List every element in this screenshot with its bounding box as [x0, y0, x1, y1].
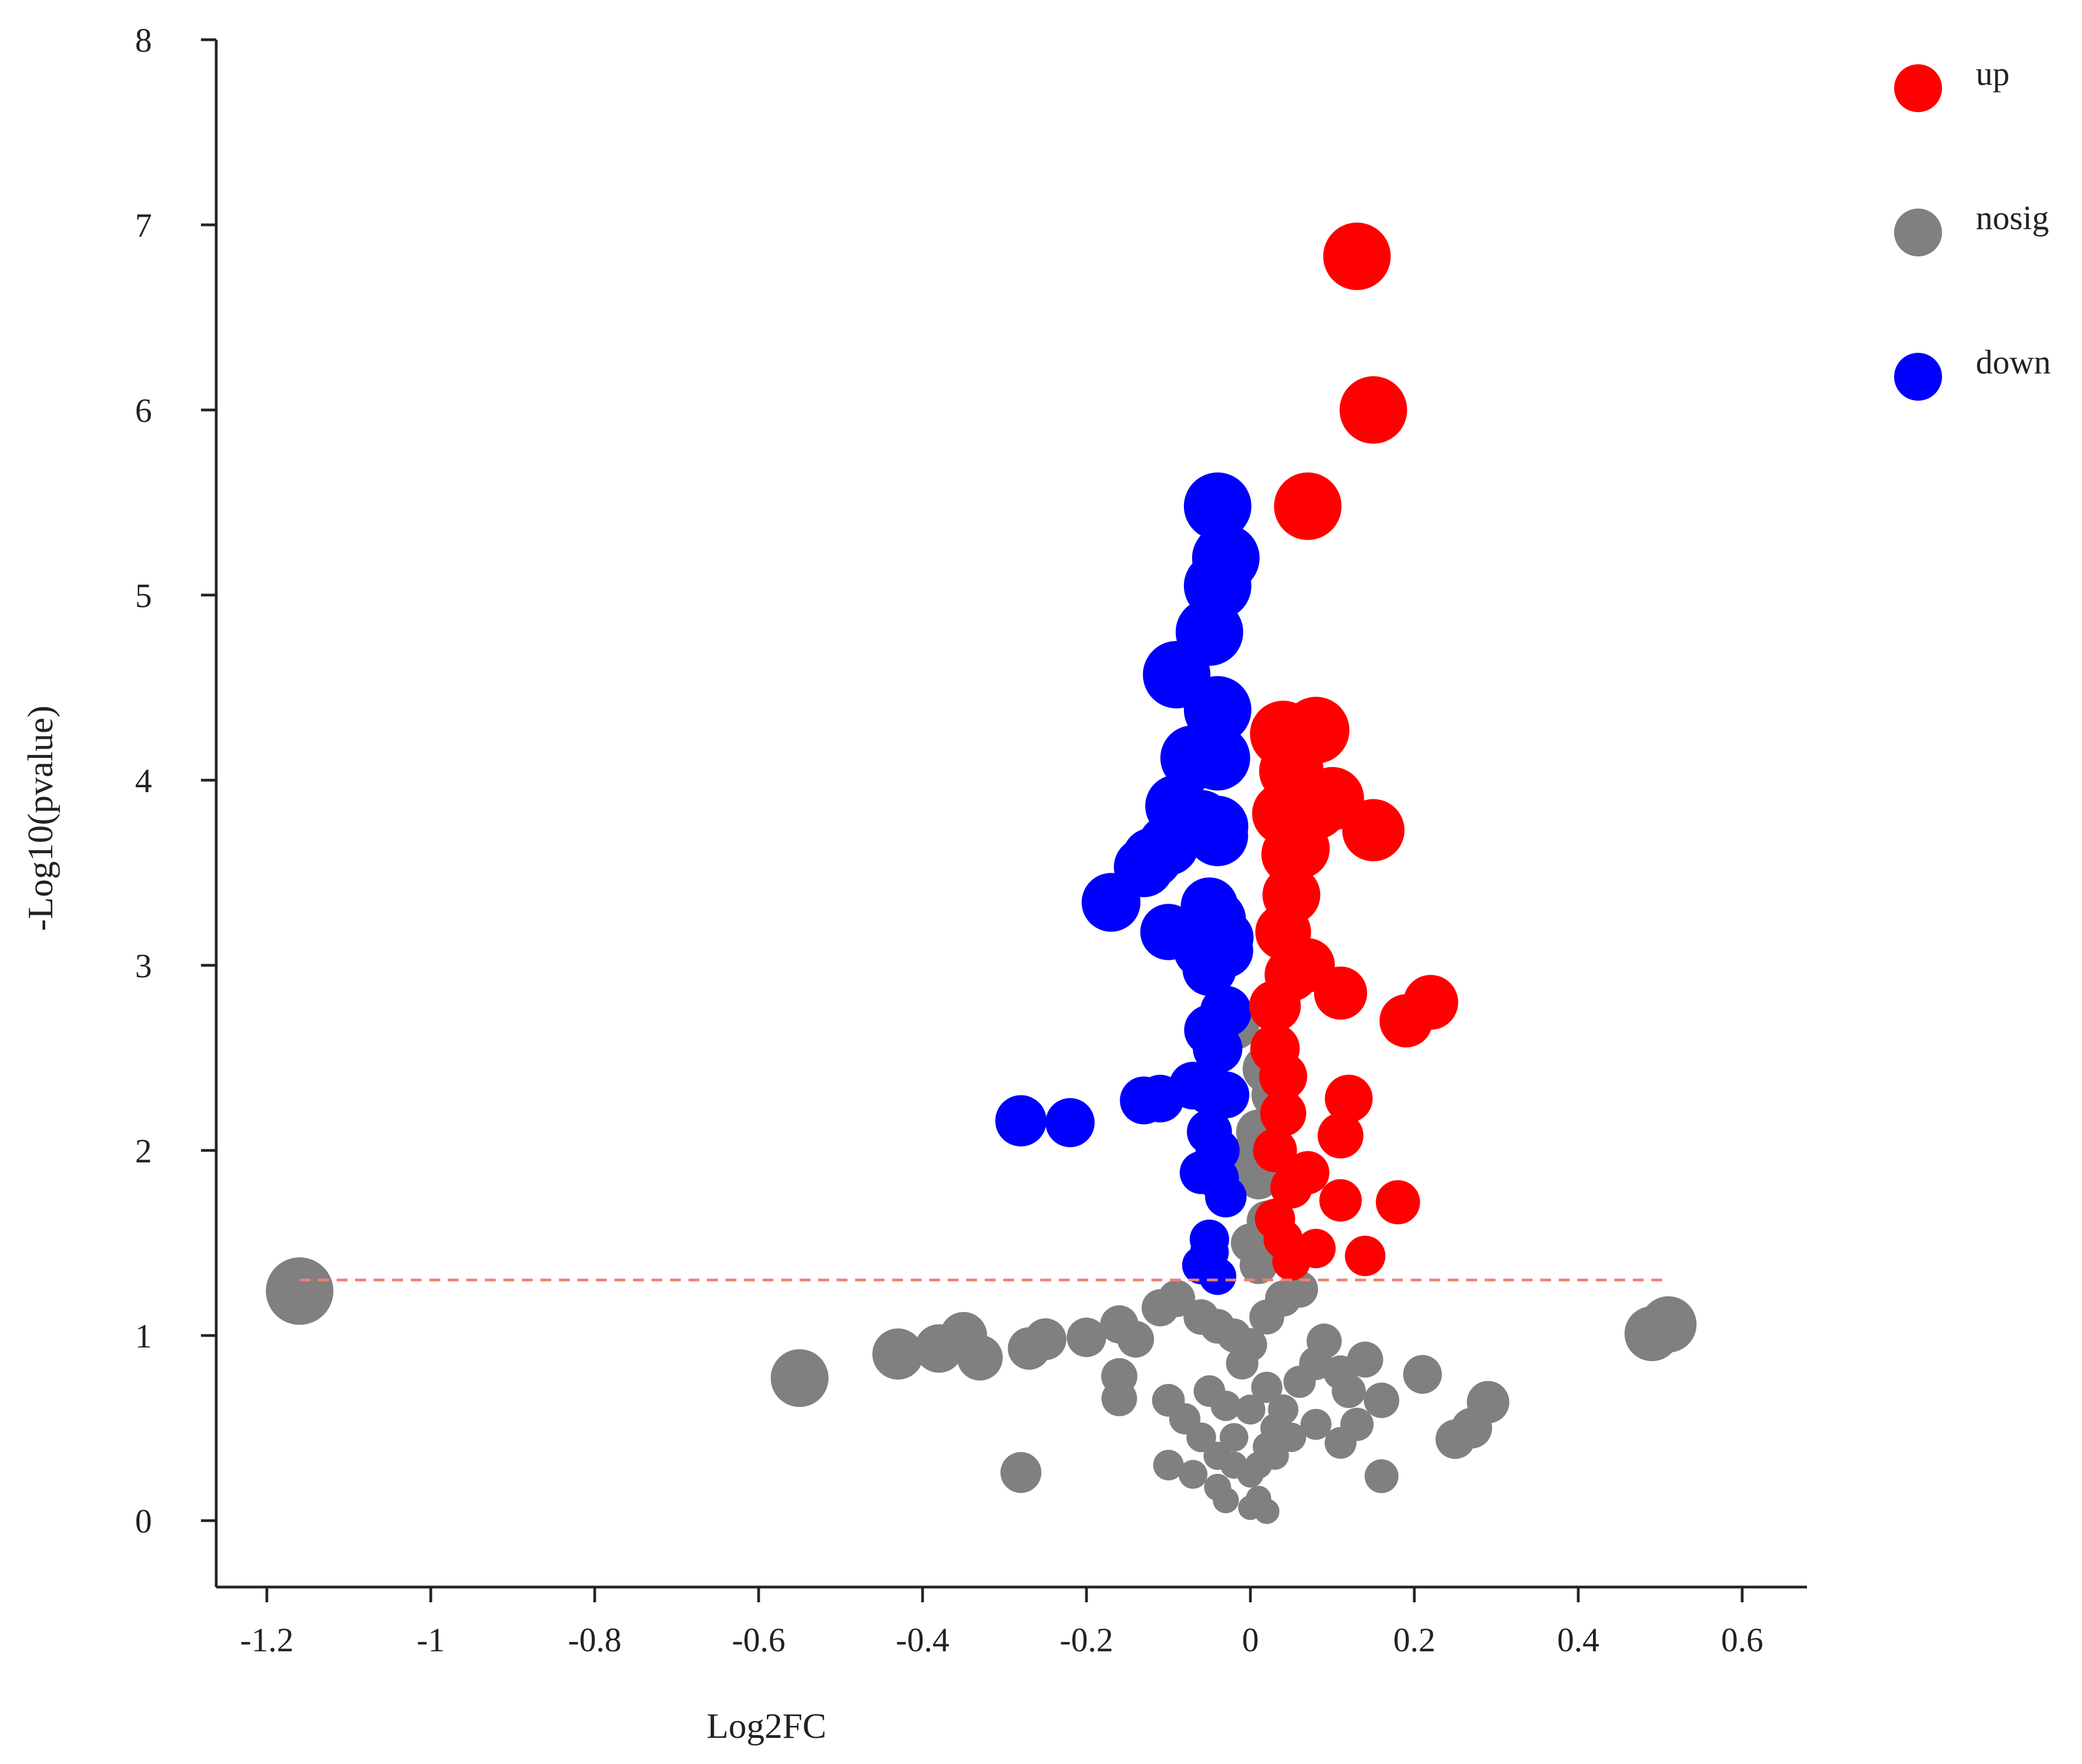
data-point-down — [1120, 1076, 1168, 1125]
y-tick-label: 7 — [135, 207, 152, 244]
data-point-nosig — [1153, 1449, 1184, 1481]
y-tick-label: 3 — [135, 948, 152, 985]
x-tick-label: -1.2 — [240, 1622, 294, 1659]
data-point-nosig — [872, 1328, 924, 1380]
data-point-down — [1082, 873, 1141, 932]
data-point-down — [1205, 1175, 1247, 1218]
data-point-up — [1314, 966, 1367, 1020]
x-tick-label: -0.4 — [896, 1622, 949, 1659]
data-point-nosig — [914, 1324, 963, 1373]
data-point-up — [1324, 1074, 1373, 1123]
data-point-nosig — [1235, 1394, 1266, 1425]
data-point-up — [1249, 980, 1301, 1032]
data-point-up — [1342, 799, 1405, 862]
data-point-nosig — [1640, 1296, 1697, 1353]
x-tick-label: -0.8 — [568, 1622, 621, 1659]
ticks-layer: -1.2 -1 -0.8 -0.6 -0.4 -0.2 0 0.2 0.4 0.6 0 1 2 3 4 5 6 7… — [135, 22, 1763, 1659]
data-point-down — [1182, 942, 1237, 996]
data-point-up — [1272, 1242, 1311, 1281]
data-point-up — [1259, 1052, 1308, 1101]
legend-label-down: down — [1976, 344, 2051, 381]
legend-marker-up — [1894, 64, 1942, 112]
data-point-nosig — [1117, 1321, 1155, 1358]
data-point-up — [1323, 222, 1391, 290]
y-tick-label: 5 — [135, 578, 152, 615]
axes-layer — [215, 40, 1807, 1589]
data-point-nosig — [1324, 1427, 1357, 1459]
data-point-down — [1193, 1024, 1243, 1074]
data-point-nosig — [1332, 1374, 1366, 1408]
data-point-up — [1317, 1112, 1364, 1159]
x-tick-label: 0 — [1242, 1622, 1259, 1659]
data-point-nosig — [1066, 1318, 1107, 1357]
data-point-nosig — [266, 1257, 334, 1325]
data-point-nosig — [1300, 1408, 1332, 1440]
data-point-up — [1260, 1090, 1306, 1137]
x-tick-label: -0.6 — [732, 1622, 785, 1659]
data-point-nosig — [771, 1349, 829, 1407]
data-point-up — [1379, 994, 1433, 1048]
y-tick-label: 2 — [135, 1133, 152, 1170]
data-point-down — [1183, 472, 1251, 540]
x-tick-label: 0.6 — [1721, 1622, 1763, 1659]
x-tick-label: -0.2 — [1060, 1622, 1113, 1659]
y-tick-label: 0 — [135, 1503, 152, 1540]
data-point-down — [1202, 1071, 1249, 1119]
y-tick-label: 4 — [135, 763, 152, 800]
data-point-nosig — [1219, 1423, 1249, 1452]
data-point-down — [1045, 1098, 1095, 1148]
data-point-nosig — [1347, 1342, 1383, 1378]
x-tick-label: -1 — [417, 1622, 445, 1659]
data-point-up — [1376, 1180, 1420, 1224]
data-point-up — [1270, 1166, 1312, 1209]
data-point-up — [1345, 1235, 1385, 1276]
data-point-nosig — [1024, 1318, 1067, 1361]
data-point-nosig — [1261, 1442, 1289, 1470]
data-point-up — [1319, 1179, 1362, 1222]
legend-marker-down — [1894, 353, 1942, 401]
data-point-nosig — [1226, 1347, 1259, 1380]
data-point-nosig — [1212, 1487, 1239, 1514]
data-point-nosig — [1210, 1391, 1241, 1422]
legend-label-up: up — [1976, 56, 2010, 93]
data-point-up — [1253, 1128, 1297, 1173]
x-tick-label: 0.4 — [1557, 1622, 1599, 1659]
data-point-up — [1261, 824, 1322, 885]
data-point-nosig — [1231, 1223, 1270, 1263]
y-axis-title: -Log10(pvalue) — [21, 706, 60, 931]
data-point-down — [1185, 725, 1250, 791]
points-layer — [266, 222, 1697, 1524]
data-point-nosig — [1251, 1371, 1283, 1403]
data-point-up — [1339, 376, 1407, 444]
data-point-nosig — [957, 1334, 1003, 1381]
data-point-nosig — [1245, 1486, 1272, 1511]
data-point-nosig — [1000, 1452, 1042, 1493]
data-point-nosig — [1306, 1324, 1342, 1359]
data-point-down — [1199, 1257, 1237, 1295]
data-point-up — [1274, 472, 1342, 540]
data-point-down — [995, 1095, 1047, 1147]
data-point-nosig — [1158, 1279, 1195, 1318]
data-point-nosig — [1186, 1422, 1216, 1453]
y-tick-label: 1 — [135, 1318, 152, 1355]
y-tick-label: 8 — [135, 22, 152, 59]
data-point-nosig — [1403, 1355, 1442, 1394]
legend-label-nosig: nosig — [1976, 200, 2049, 237]
data-point-nosig — [1179, 1460, 1208, 1489]
data-point-nosig — [1101, 1380, 1137, 1417]
data-point-down — [1187, 805, 1248, 866]
data-point-nosig — [1364, 1459, 1399, 1493]
data-point-nosig — [1435, 1419, 1475, 1459]
legend: up nosig down — [1894, 56, 2051, 401]
y-tick-label: 6 — [135, 393, 152, 430]
legend-marker-nosig — [1894, 209, 1942, 256]
data-point-nosig — [1364, 1382, 1400, 1418]
x-tick-label: 0.2 — [1393, 1622, 1436, 1659]
data-point-nosig — [1260, 1413, 1290, 1443]
x-axis-title: Log2FC — [706, 1706, 826, 1746]
